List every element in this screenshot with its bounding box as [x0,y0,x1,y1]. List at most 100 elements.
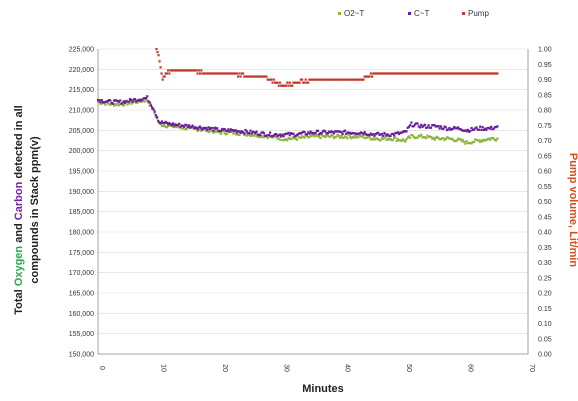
data-point [259,75,262,78]
data-point [423,123,426,126]
data-point [308,78,311,81]
data-point [142,100,145,103]
x-tick-labels: 0 10 20 30 40 50 60 70 [98,364,535,372]
axes [97,49,529,355]
data-point [128,100,132,103]
y2-tick-label: 0.00 [538,352,552,359]
data-point [158,121,161,124]
data-point [356,134,359,137]
data-point [363,137,366,140]
data-point [189,126,192,129]
y-tick-label: 165,000 [69,291,94,298]
data-point [312,131,315,134]
data-point [160,120,164,123]
data-point [384,133,387,136]
data-point [450,127,454,131]
data-point [257,136,261,139]
data-point [261,75,264,78]
data-point [324,135,327,139]
data-point [426,72,429,75]
data-point [305,133,309,136]
data-point [273,81,277,84]
data-point [238,72,241,75]
data-point [238,130,241,133]
data-point [356,132,359,135]
data-point [404,72,407,75]
data-point [103,101,106,104]
data-point [262,132,266,135]
data-point [297,132,300,136]
data-point [355,132,358,135]
data-point [251,75,254,78]
data-point [224,72,227,75]
data-point [350,132,353,135]
data-point [348,135,352,138]
data-point [302,81,305,84]
data-point [454,139,457,143]
data-point [216,72,219,75]
data-point [316,129,320,132]
data-point [481,72,484,75]
data-point [357,132,360,135]
data-point [444,72,447,75]
data-point [299,136,302,139]
data-point [206,72,209,75]
data-point [370,75,374,78]
data-point [159,122,162,125]
data-point [190,69,193,72]
data-point [146,99,149,102]
data-point [144,98,148,101]
data-point [315,78,318,81]
y-axis-label-part: detected in all [13,105,25,181]
data-point [241,131,245,134]
data-point [324,130,327,133]
data-point [492,127,495,130]
y2-tick-label: 0.25 [538,275,552,282]
data-point [416,122,419,125]
data-point [282,139,285,142]
data-point [191,124,194,127]
series-ct [97,95,499,138]
data-point [324,78,327,81]
data-point [490,137,493,140]
data-point [194,126,197,129]
data-point [314,78,317,81]
data-point [162,124,165,128]
data-point [353,132,356,135]
data-point [110,102,113,105]
data-point [359,135,363,138]
x-tick-label: 60 [467,364,474,372]
data-point [294,81,297,84]
data-point [205,129,208,133]
data-point [463,129,466,132]
data-point [363,131,366,134]
data-point [335,78,338,81]
data-point [105,100,108,103]
data-point [422,135,425,139]
data-point [496,125,499,128]
data-point [260,131,263,134]
data-point [267,78,270,81]
data-point [351,78,354,81]
data-point [176,124,180,127]
y2-tick-label: 0.90 [538,77,552,84]
data-point [471,141,474,144]
data-point [271,135,274,138]
data-point [472,72,476,75]
data-point [437,125,440,128]
data-point [126,103,129,106]
data-point [432,72,435,75]
data-point [445,136,449,139]
data-point [347,78,350,81]
data-point [445,128,449,132]
data-point [121,104,124,107]
data-point [282,135,285,138]
data-point [217,129,220,133]
data-point [428,72,431,75]
data-point [330,130,333,133]
data-point [219,132,223,135]
data-point [184,69,187,72]
data-point [313,78,316,81]
data-point [468,142,471,145]
data-point [287,84,290,87]
